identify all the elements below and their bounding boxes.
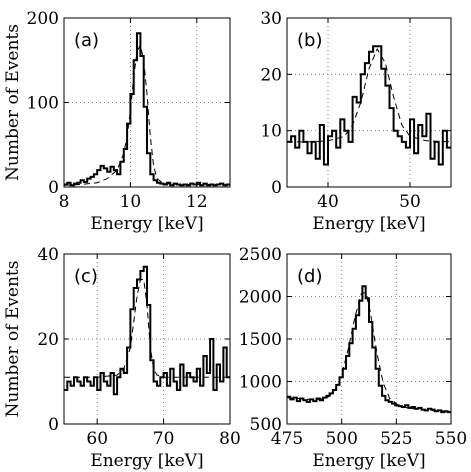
fit-curve bbox=[287, 47, 452, 143]
histogram-series bbox=[64, 32, 230, 187]
x-axis-label: Energy [keV] bbox=[312, 451, 425, 471]
x-tick-label: 525 bbox=[380, 429, 412, 449]
x-axis-label: Energy [keV] bbox=[312, 214, 425, 234]
y-tick-label: 0 bbox=[271, 178, 282, 198]
histogram-series bbox=[287, 45, 451, 166]
panel-label: (c) bbox=[74, 266, 98, 287]
x-tick-label: 8 bbox=[59, 192, 70, 212]
panel-label: (b) bbox=[297, 30, 322, 51]
y-tick-label: 500 bbox=[250, 415, 282, 435]
y-tick-label: 1000 bbox=[239, 373, 282, 393]
fit-curve bbox=[286, 291, 452, 412]
panel-label: (a) bbox=[74, 30, 99, 51]
x-axis-label: Energy [keV] bbox=[90, 214, 203, 234]
x-tick-label: 50 bbox=[399, 192, 421, 212]
y-axis-label: Number of Events bbox=[3, 261, 23, 418]
y-tick-label: 20 bbox=[260, 65, 282, 85]
y-tick-label: 2000 bbox=[239, 288, 282, 308]
x-tick-label: 10 bbox=[120, 192, 142, 212]
x-tick-label: 80 bbox=[219, 429, 241, 449]
y-tick-label: 2500 bbox=[239, 245, 282, 265]
fit-curve bbox=[63, 43, 230, 186]
y-tick-label: 10 bbox=[260, 122, 282, 142]
x-tick-label: 500 bbox=[325, 429, 357, 449]
x-tick-label: 70 bbox=[153, 429, 175, 449]
y-axis-label: Number of Events bbox=[3, 24, 23, 181]
x-axis-label: Energy [keV] bbox=[90, 451, 203, 471]
x-tick-label: 550 bbox=[435, 429, 467, 449]
x-tick-label: 40 bbox=[317, 192, 339, 212]
chart-panel-2: 60 70 80 0 20 40 (c) Energy [keV] Number of Even… bbox=[3, 245, 241, 471]
fit-curve bbox=[64, 279, 230, 378]
y-tick-label: 200 bbox=[27, 9, 59, 29]
histogram-series bbox=[287, 285, 451, 414]
y-tick-label: 40 bbox=[37, 245, 59, 265]
y-tick-label: 0 bbox=[48, 178, 59, 198]
y-tick-label: 20 bbox=[37, 330, 59, 350]
axis-frame bbox=[286, 17, 452, 188]
y-tick-label: 100 bbox=[27, 94, 59, 114]
panel-label: (d) bbox=[297, 266, 322, 287]
chart-panel-1: 40 50 0 10 20 30 (b) Energy [keV] bbox=[260, 9, 452, 234]
x-tick-label: 475 bbox=[271, 429, 303, 449]
y-tick-label: 0 bbox=[48, 415, 59, 435]
x-tick-label: 12 bbox=[186, 192, 208, 212]
chart-panel-3: 475 500 525 5505001000150020002500(d)Energy… bbox=[239, 245, 467, 471]
y-tick-label: 1500 bbox=[239, 330, 282, 350]
histogram-series bbox=[64, 265, 230, 396]
chart-panel-0: 8 10 12 0 100 200 (a) Energy [keV] Number of Eve… bbox=[3, 9, 231, 234]
x-tick-label: 60 bbox=[86, 429, 108, 449]
y-tick-label: 30 bbox=[260, 9, 282, 29]
